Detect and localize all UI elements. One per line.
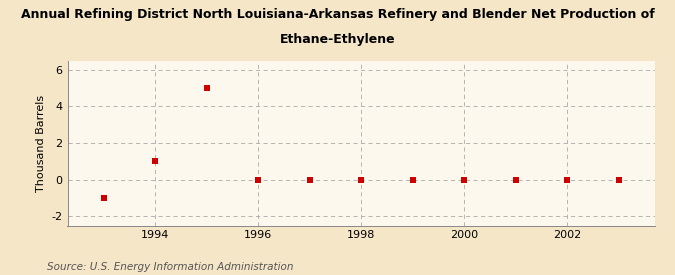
Y-axis label: Thousand Barrels: Thousand Barrels bbox=[36, 94, 46, 192]
Text: Source: U.S. Energy Information Administration: Source: U.S. Energy Information Administ… bbox=[47, 262, 294, 272]
Point bbox=[459, 177, 470, 182]
Point bbox=[407, 177, 418, 182]
Point bbox=[356, 177, 367, 182]
Point bbox=[150, 159, 161, 164]
Text: Annual Refining District North Louisiana-Arkansas Refinery and Blender Net Produ: Annual Refining District North Louisiana… bbox=[21, 8, 654, 21]
Point bbox=[201, 86, 212, 90]
Point bbox=[98, 196, 109, 200]
Point bbox=[562, 177, 572, 182]
Text: Ethane-Ethylene: Ethane-Ethylene bbox=[279, 33, 396, 46]
Point bbox=[304, 177, 315, 182]
Point bbox=[252, 177, 263, 182]
Point bbox=[614, 177, 624, 182]
Point bbox=[510, 177, 521, 182]
